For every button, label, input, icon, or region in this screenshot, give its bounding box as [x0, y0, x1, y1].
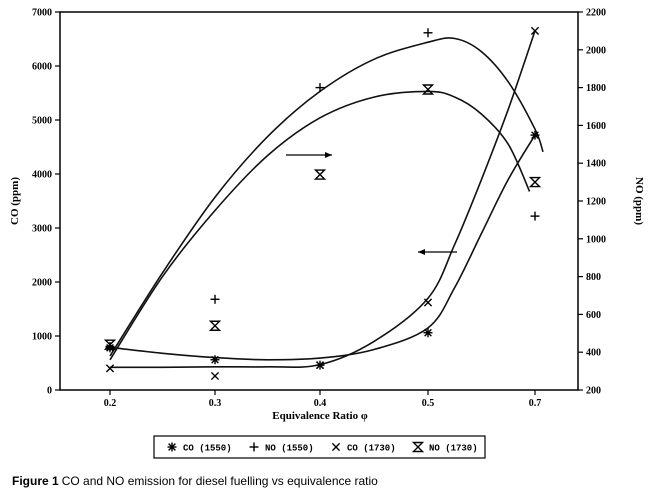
point-no-1730 [313, 169, 327, 180]
point-co-1730 [210, 371, 220, 381]
point-no-1550 [530, 211, 540, 221]
legend-label: NO (1550) [265, 444, 314, 454]
point-co-1550 [530, 130, 540, 140]
arrow-right-icon [286, 152, 332, 158]
data-points [103, 26, 542, 381]
legend-label: NO (1730) [429, 444, 478, 454]
arrow-left-icon [418, 249, 457, 255]
legend-label: CO (1550) [183, 444, 232, 454]
x-axis: 0.2 0.3 0.4 0.5 0.7 [104, 390, 542, 409]
legend-label: CO (1730) [347, 444, 396, 454]
y-right-tick-label: 1200 [586, 197, 606, 208]
point-no-1550 [315, 83, 325, 93]
y-left-tick-label: 3000 [32, 224, 52, 235]
y-left-tick-label: 0 [47, 386, 52, 397]
axis-arrows [286, 152, 457, 255]
legend-entry: CO (1550) [167, 442, 232, 454]
point-co-1550 [423, 328, 433, 338]
y-right-tick-label: 1600 [586, 121, 606, 132]
fit-curve-no-1550 [109, 37, 544, 357]
caption-text: CO and NO emission for diesel fuelling v… [61, 474, 378, 488]
y-left-tick-label: 4000 [32, 170, 52, 181]
x-tick-label: 0.5 [422, 398, 435, 409]
y-left-tick-label: 1000 [32, 332, 52, 343]
legend: CO (1550) NO (1550) CO (1730) NO (1730) [167, 441, 478, 454]
point-co-1730 [315, 361, 325, 370]
point-no-1730 [528, 176, 542, 188]
legend-marker-icon [167, 442, 177, 452]
y-right-tick-label: 1400 [586, 159, 606, 170]
fit-curve-co-1730 [109, 30, 536, 369]
fit-curves [109, 30, 544, 369]
plot-frame [59, 11, 579, 391]
y-left-tick-label: 6000 [32, 62, 52, 73]
x-axis-label: Equivalence Ratio φ [272, 410, 368, 422]
fit-curve-co-1550 [109, 134, 536, 361]
y-right-tick-label: 200 [586, 386, 601, 397]
y-left-tick-label: 7000 [32, 8, 52, 19]
point-co-1550 [210, 355, 220, 365]
legend-entry: CO (1730) [331, 442, 396, 454]
y-right-tick-label: 600 [586, 310, 601, 321]
y-axis-right-label: NO (ppm) [633, 177, 645, 225]
x-tick-label: 0.4 [314, 398, 327, 409]
y-right-tick-label: 1000 [586, 234, 606, 245]
figure-caption: Figure 1 CO and NO emission for diesel fu… [12, 474, 378, 488]
point-no-1730 [421, 84, 435, 95]
y-right-tick-label: 400 [586, 348, 601, 359]
legend-entry: NO (1550) [249, 442, 314, 454]
legend-box [153, 435, 486, 459]
legend-entry: NO (1730) [411, 441, 478, 454]
right-axis: 200 400 600 800 1000 1200 1400 1600 1800 2000 2200 [578, 8, 606, 397]
legend-marker-icon [411, 441, 425, 453]
y-left-tick-label: 2000 [32, 278, 52, 289]
y-right-tick-label: 1800 [586, 83, 606, 94]
x-tick-label: 0.3 [209, 398, 222, 409]
legend-marker-icon [249, 442, 259, 452]
fit-curve-no-1730 [109, 90, 531, 361]
point-no-1730 [208, 320, 222, 331]
point-co-1730 [530, 26, 540, 35]
point-no-1550 [423, 28, 433, 38]
y-right-tick-label: 800 [586, 272, 601, 283]
point-no-1730 [103, 339, 117, 350]
y-axis-left-label: CO (ppm) [9, 177, 21, 225]
caption-label: Figure 1 [12, 474, 59, 488]
y-left-tick-label: 5000 [32, 116, 52, 127]
x-tick-label: 0.7 [529, 398, 542, 409]
y-right-tick-label: 2000 [586, 45, 606, 56]
y-right-tick-label: 2200 [586, 8, 606, 19]
point-co-1730 [423, 298, 433, 307]
legend-marker-icon [331, 442, 341, 452]
point-no-1550 [210, 294, 220, 304]
left-axis: 0 1000 2000 3000 4000 5000 6000 7000 [32, 8, 60, 397]
point-co-1730 [105, 364, 115, 373]
x-tick-label: 0.2 [104, 398, 117, 409]
